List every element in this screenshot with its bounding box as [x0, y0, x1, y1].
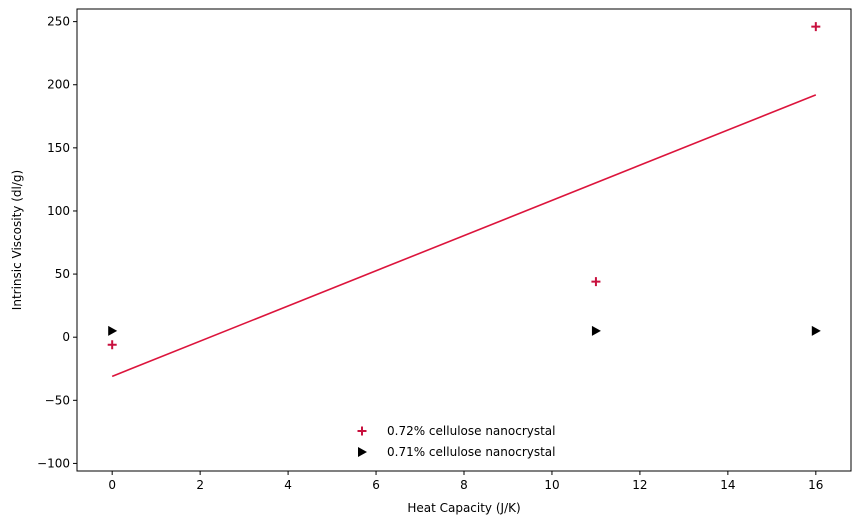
y-axis-label: Intrinsic Viscosity (dl/g): [10, 170, 24, 310]
y-tick-label: −50: [45, 393, 70, 407]
axes: 0 2 4 6 8 10 12 14 16 −100 −50 0 50 100 150 200 250: [37, 8, 852, 492]
y-tick-label: 0: [62, 330, 70, 344]
legend-marker: [358, 447, 367, 457]
x-tick-label: 6: [372, 478, 380, 492]
data-point-series-2: [591, 325, 601, 336]
plot-area: [107, 22, 821, 378]
x-tick-label: 2: [196, 478, 204, 492]
legend-label: 0.72% cellulose nanocrystal: [387, 424, 556, 438]
data-point-series-2: [108, 325, 118, 336]
y-tick-label: 100: [47, 204, 70, 218]
data-point-series-2: [811, 325, 821, 336]
x-tick-label: 14: [720, 478, 735, 492]
legend-marker: [357, 426, 367, 436]
x-tick-label: 8: [460, 478, 468, 492]
data-point-series-1: [591, 277, 601, 287]
x-tick-label: 12: [632, 478, 647, 492]
data-point-series-1: [811, 22, 821, 32]
legend: 0.72% cellulose nanocrystal 0.71% cellulo…: [357, 424, 556, 459]
y-tick-label: 50: [55, 267, 70, 281]
y-tick-label: 150: [47, 141, 70, 155]
x-tick-label: 10: [544, 478, 559, 492]
x-axis-label: Heat Capacity (J/K): [407, 501, 520, 515]
trend-line: [111, 94, 817, 378]
y-tick-label: 250: [47, 15, 70, 29]
x-tick-label: 0: [108, 478, 116, 492]
x-tick-label: 16: [808, 478, 823, 492]
data-point-series-1: [107, 340, 117, 350]
y-tick-label: −100: [37, 456, 70, 470]
legend-label: 0.71% cellulose nanocrystal: [387, 445, 556, 459]
x-tick-label: 4: [284, 478, 292, 492]
y-tick-label: 200: [47, 78, 70, 92]
